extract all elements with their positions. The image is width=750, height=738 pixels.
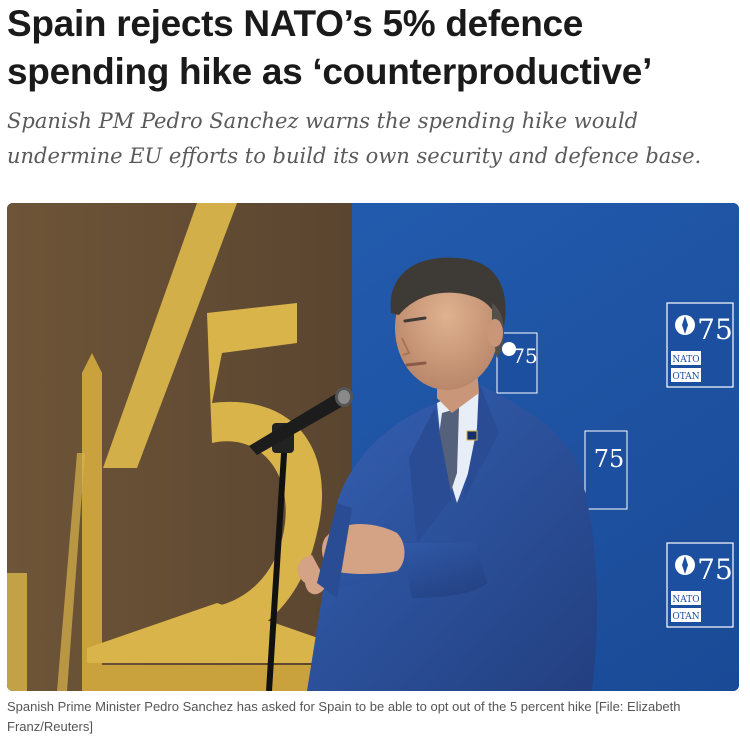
svg-text:75: 75 [697, 313, 733, 346]
nato-logo-3: 75 [584, 430, 628, 510]
svg-text:75: 75 [594, 445, 625, 473]
svg-text:75: 75 [697, 553, 733, 586]
nato-logo-1: 75 NATO OTAN [666, 302, 734, 388]
svg-text:NATO: NATO [672, 355, 699, 365]
svg-text:OTAN: OTAN [672, 612, 699, 622]
article-photo: 75 NATO OTAN 75 75 75 NATO OTAN [7, 203, 739, 691]
headline: Spain rejects NATO’s 5% defence spending… [7, 3, 653, 92]
svg-text:75: 75 [512, 344, 537, 368]
svg-text:NATO: NATO [672, 595, 699, 605]
svg-text:OTAN: OTAN [672, 372, 699, 382]
photo-caption: Spanish Prime Minister Pedro Sanchez has… [7, 699, 681, 734]
nato-logo-4: 75 NATO OTAN [666, 542, 734, 628]
nato-logo-2: 75 [496, 332, 538, 394]
standfirst: Spanish PM Pedro Sanchez warns the spend… [7, 109, 702, 168]
